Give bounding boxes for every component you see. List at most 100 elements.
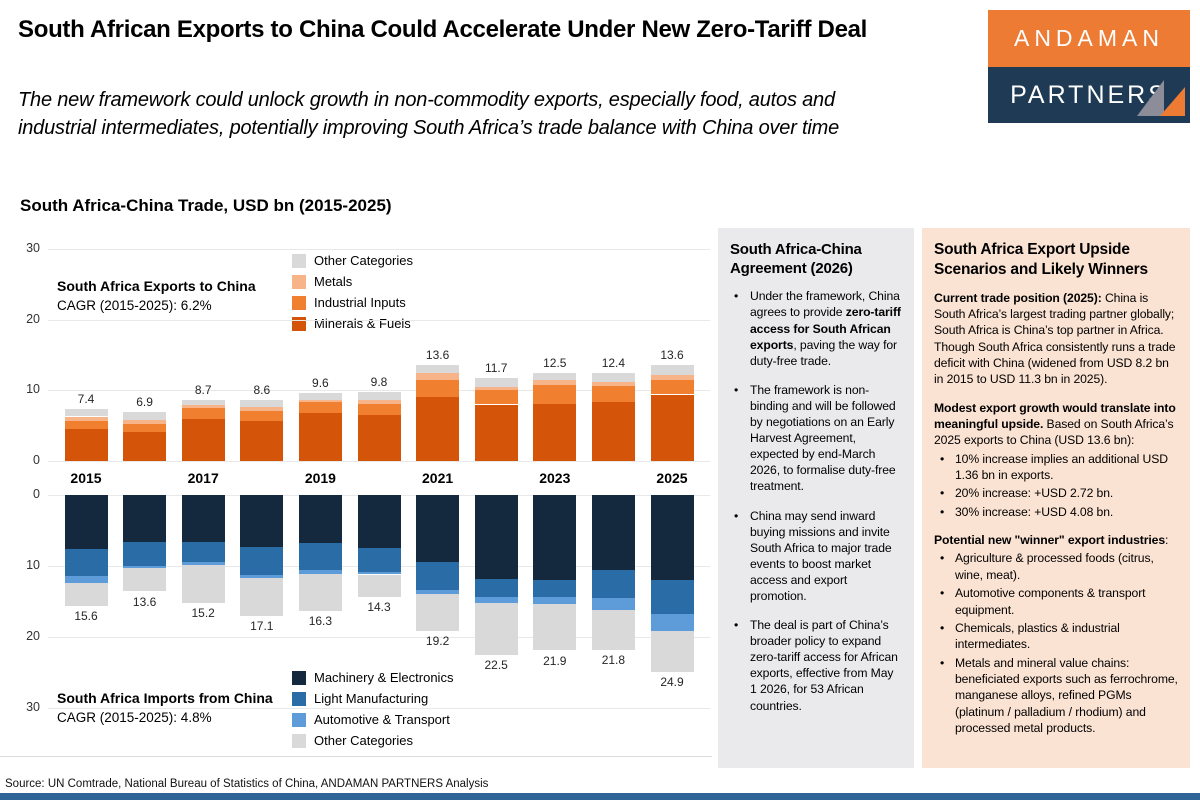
legend-item: Other Categories xyxy=(292,730,453,751)
bullet-dot-icon: • xyxy=(940,586,945,601)
import-bar-segment xyxy=(591,610,635,650)
import-bar-segment xyxy=(474,602,518,655)
export-bar-value: 9.6 xyxy=(312,376,329,391)
export-bar-segment xyxy=(181,418,225,461)
text-run: Metals and mineral value chains: benefic… xyxy=(955,655,1178,735)
gridline xyxy=(48,390,710,392)
export-bar-segment xyxy=(533,403,577,461)
text-run: Chemicals, plastics & industrial interme… xyxy=(955,620,1120,652)
upside-bullet-list: • Agriculture & processed foods (citrus, … xyxy=(934,550,1178,736)
upside-paragraph: Modest export growth would translate int… xyxy=(934,400,1178,449)
export-bar-segment xyxy=(416,397,460,461)
export-bar-value: 11.7 xyxy=(484,361,508,376)
export-bar-value: 12.5 xyxy=(543,355,567,370)
text-run: Potential new "winner" export industries xyxy=(934,533,1166,548)
gridline xyxy=(48,249,710,250)
gridline xyxy=(48,461,710,462)
legend-item-label: Industrial Inputs xyxy=(314,295,406,310)
y-axis-tick-label: 30 xyxy=(26,700,40,714)
text-run: Based on South Africa’s 2025 exports to … xyxy=(934,417,1174,448)
year-label: 2019 xyxy=(304,470,336,486)
import-bar-value: 15.2 xyxy=(191,605,215,620)
export-bar-segment xyxy=(240,400,284,408)
legend-item: Machinery & Electronics xyxy=(292,667,453,688)
export-bar-segment xyxy=(123,432,167,461)
trade-chart: South Africa Exports to China CAGR (2015… xyxy=(0,230,714,776)
export-bar-segment xyxy=(591,373,635,382)
export-bar-segment xyxy=(123,423,167,432)
upside-bullet-text: 10% increase implies an additional USD 1… xyxy=(955,451,1178,484)
legend-item-label: Minerals & Fuels xyxy=(314,316,411,331)
import-bar-segment xyxy=(533,597,577,604)
gridline xyxy=(48,637,710,638)
bullet-dot-icon: • xyxy=(940,620,945,635)
legend-item: Minerals & Fuels xyxy=(292,313,413,334)
import-bar-value: 14.3 xyxy=(367,599,391,614)
upside-bullet: • Automotive components & transport equip… xyxy=(934,585,1178,618)
year-label: 2015 xyxy=(70,470,102,486)
export-bar-segment xyxy=(533,384,577,404)
export-bar-segment xyxy=(474,389,518,405)
legend-swatch-icon xyxy=(292,712,306,727)
text-run: 10% increase implies an additional USD 1… xyxy=(955,451,1168,483)
import-bar-segment xyxy=(474,578,518,597)
year-label: 2025 xyxy=(656,470,688,486)
import-bar-segment xyxy=(240,578,284,617)
y-axis-tick-label: 20 xyxy=(26,311,40,326)
import-bar-segment xyxy=(591,570,635,598)
export-bar-segment xyxy=(416,364,460,374)
export-bar-segment xyxy=(181,399,225,406)
export-bar-segment xyxy=(240,420,284,461)
export-bar-segment xyxy=(650,394,694,461)
upside-bullet: • 10% increase implies an additional USD … xyxy=(934,451,1178,484)
export-bar-value: 9.8 xyxy=(370,374,388,389)
agreement-bullet: • The framework is non-binding and will b… xyxy=(730,382,902,495)
gridline xyxy=(48,708,710,709)
import-bar-value: 17.1 xyxy=(250,619,274,634)
import-bar-segment xyxy=(298,495,342,544)
imports-annotation: South Africa Imports from China CAGR (20… xyxy=(57,688,273,728)
bullet-dot-icon: • xyxy=(734,289,739,304)
import-bar-value: 15.6 xyxy=(74,608,98,623)
import-bar-segment xyxy=(416,593,460,632)
export-bar-segment xyxy=(298,399,342,403)
text-run: 20% increase: +USD 2.72 bn. xyxy=(955,486,1114,501)
upside-bullet: • 30% increase: +USD 4.08 bn. xyxy=(934,504,1178,520)
logo-partners-text: PARTNERS xyxy=(1010,80,1168,109)
exports-annotation-title: South Africa Exports to China xyxy=(57,278,256,294)
export-bar-value: 8.7 xyxy=(194,382,212,397)
upside-paragraph: Potential new "winner" export industries… xyxy=(934,532,1178,548)
import-bar-segment xyxy=(650,580,694,615)
agreement-bullet-text: The deal is part of China’s broader poli… xyxy=(750,617,902,714)
import-bar-segment xyxy=(123,568,167,592)
bullet-dot-icon: • xyxy=(940,655,945,670)
legend-item-label: Light Manufacturing xyxy=(314,691,429,706)
export-bar-value: 12.4 xyxy=(601,356,626,371)
export-bar-segment xyxy=(64,420,108,430)
import-bar-segment xyxy=(474,596,518,603)
legend-item: Metals xyxy=(292,271,413,292)
y-axis-tick-label: 30 xyxy=(26,241,40,255)
text-run: , paving the way for duty-free trade. xyxy=(750,337,898,368)
text-run: Automotive components & transport equipm… xyxy=(955,586,1146,617)
import-bar-segment xyxy=(474,495,518,579)
export-bar-segment xyxy=(533,372,577,381)
agreement-panel: South Africa-China Agreement (2026) • Und… xyxy=(718,228,914,768)
import-bar-segment xyxy=(181,565,225,603)
upside-bullet: • Chemicals, plastics & industrial interm… xyxy=(934,620,1178,653)
logo-navy-block: PARTNERS xyxy=(988,67,1190,123)
import-bar-value: 16.3 xyxy=(308,613,333,628)
legend-swatch-icon xyxy=(292,316,306,331)
import-bar-segment xyxy=(64,583,108,606)
y-axis-tick-label: 10 xyxy=(26,382,40,397)
import-bar-value: 24.9 xyxy=(660,674,684,689)
text-run: The deal is part of China’s broader poli… xyxy=(750,618,898,713)
bullet-dot-icon: • xyxy=(940,451,945,466)
import-bar-segment xyxy=(240,495,284,547)
page-subtitle: The new framework could unlock growth in… xyxy=(18,86,839,143)
text-run: Under the framework, China agrees to pro… xyxy=(750,289,900,320)
upside-paragraph: Current trade position (2025): China is … xyxy=(934,290,1178,388)
export-bar-segment xyxy=(591,381,635,387)
import-bar-segment xyxy=(533,580,577,598)
import-bar-segment xyxy=(357,572,401,575)
